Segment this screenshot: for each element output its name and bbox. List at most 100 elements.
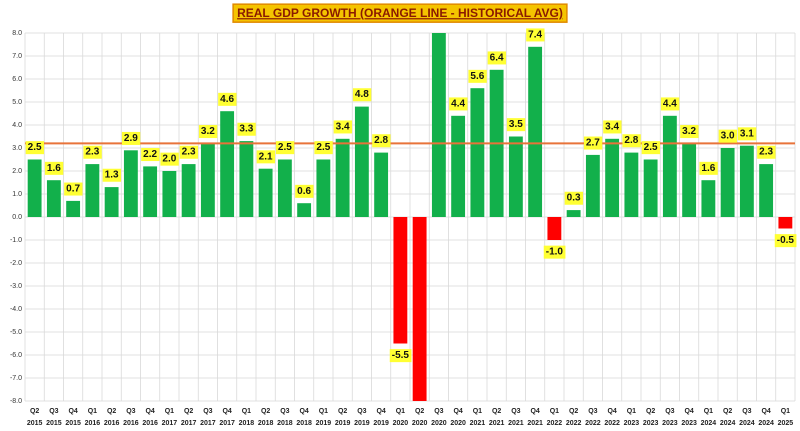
value-label: 2.0 xyxy=(162,154,176,165)
bar xyxy=(162,171,177,217)
x-tick-label: 2023 xyxy=(643,420,659,427)
x-tick-label: 2024 xyxy=(739,420,755,427)
value-label: 1.6 xyxy=(701,163,715,174)
x-tick-label: 2017 xyxy=(181,420,197,427)
x-tick-label: 2019 xyxy=(316,420,332,427)
x-tick-label: Q2 xyxy=(107,408,116,415)
value-label: 3.5 xyxy=(509,119,523,130)
value-label-box xyxy=(141,148,160,162)
y-tick-label: 3.0 xyxy=(12,145,22,152)
value-label-box xyxy=(314,141,333,155)
x-tick-label: Q4 xyxy=(376,408,385,415)
value-label: 2.5 xyxy=(278,142,292,153)
bar xyxy=(624,152,639,217)
value-label-box xyxy=(622,134,641,148)
value-label-box xyxy=(564,191,584,205)
bar xyxy=(605,138,620,217)
bar xyxy=(181,164,196,217)
value-label: 3.2 xyxy=(201,126,215,137)
value-label-box xyxy=(160,152,179,166)
bar xyxy=(566,210,581,217)
x-tick-label: Q2 xyxy=(338,408,347,415)
x-tick-label: Q1 xyxy=(473,408,482,415)
value-label: -0.5 xyxy=(777,235,795,246)
x-tick-label: 2019 xyxy=(373,420,389,427)
value-label-box xyxy=(333,120,353,134)
value-label: 2.3 xyxy=(759,147,773,158)
title-box xyxy=(232,3,568,23)
x-tick-label: 2024 xyxy=(720,420,736,427)
value-label: 3.1 xyxy=(740,128,754,139)
x-tick-label: Q1 xyxy=(396,408,405,415)
y-tick-label: 4.0 xyxy=(12,122,22,129)
bar xyxy=(297,203,312,217)
value-label-box xyxy=(83,145,102,159)
x-tick-label: Q1 xyxy=(627,408,636,415)
value-label-box xyxy=(64,182,83,196)
bar xyxy=(123,150,138,217)
x-tick-label: Q2 xyxy=(646,408,655,415)
value-label-box xyxy=(218,92,237,106)
x-tick-label: Q3 xyxy=(126,408,135,415)
x-tick-label: 2020 xyxy=(393,420,409,427)
value-label: 2.5 xyxy=(644,142,658,153)
x-tick-label: 2020 xyxy=(412,420,428,427)
value-label: 2.1 xyxy=(259,151,273,162)
value-label-box xyxy=(295,184,314,198)
value-label: 4.4 xyxy=(451,98,465,109)
value-label: 4.4 xyxy=(663,98,677,109)
x-tick-label: Q4 xyxy=(145,408,154,415)
x-tick-label: 2017 xyxy=(200,420,216,427)
x-tick-label: Q2 xyxy=(30,408,39,415)
bar xyxy=(393,217,408,344)
value-label-box xyxy=(25,141,45,155)
x-tick-label: Q2 xyxy=(569,408,578,415)
bar xyxy=(354,106,369,217)
bar xyxy=(412,217,427,401)
x-tick-label: 2017 xyxy=(219,420,235,427)
bar xyxy=(528,46,543,217)
y-tick-label: -2.0 xyxy=(10,260,22,267)
value-label-box xyxy=(179,145,199,159)
value-label-box xyxy=(352,88,372,102)
value-label: 2.8 xyxy=(374,135,388,146)
bar xyxy=(720,148,735,217)
y-tick-label: 5.0 xyxy=(12,99,22,106)
value-label-box xyxy=(256,150,276,164)
x-tick-label: 2018 xyxy=(296,420,312,427)
x-tick-label: 2024 xyxy=(758,420,774,427)
value-label-box xyxy=(737,127,757,141)
y-tick-label: 0.0 xyxy=(12,214,22,221)
value-label-box xyxy=(603,120,622,134)
value-label: 0.3 xyxy=(567,193,581,204)
x-tick-label: Q4 xyxy=(222,408,231,415)
value-label: 2.7 xyxy=(586,138,600,149)
value-label-box xyxy=(583,136,603,150)
x-tick-label: 2025 xyxy=(778,420,794,427)
x-tick-label: 2021 xyxy=(470,420,486,427)
bar xyxy=(258,168,273,217)
value-label: 3.4 xyxy=(605,121,619,132)
bar xyxy=(66,200,81,217)
x-tick-label: 2024 xyxy=(701,420,717,427)
x-tick-label: Q1 xyxy=(319,408,328,415)
x-tick-label: Q3 xyxy=(588,408,597,415)
value-label: 1.3 xyxy=(105,170,119,181)
x-tick-label: 2021 xyxy=(508,420,524,427)
x-tick-label: Q1 xyxy=(242,408,251,415)
x-tick-label: Q2 xyxy=(184,408,193,415)
y-tick-label: 8.0 xyxy=(12,30,22,37)
bar xyxy=(431,33,446,217)
value-label: 3.3 xyxy=(239,124,253,135)
y-tick-label: -8.0 xyxy=(10,398,22,405)
x-tick-label: Q1 xyxy=(88,408,97,415)
bar xyxy=(585,154,600,217)
x-tick-label: Q4 xyxy=(299,408,308,415)
x-tick-label: 2020 xyxy=(431,420,447,427)
x-tick-label: 2016 xyxy=(142,420,158,427)
x-tick-label: 2019 xyxy=(354,420,370,427)
value-label-box xyxy=(389,349,412,363)
x-tick-label: Q4 xyxy=(453,408,462,415)
x-tick-label: 2021 xyxy=(527,420,543,427)
